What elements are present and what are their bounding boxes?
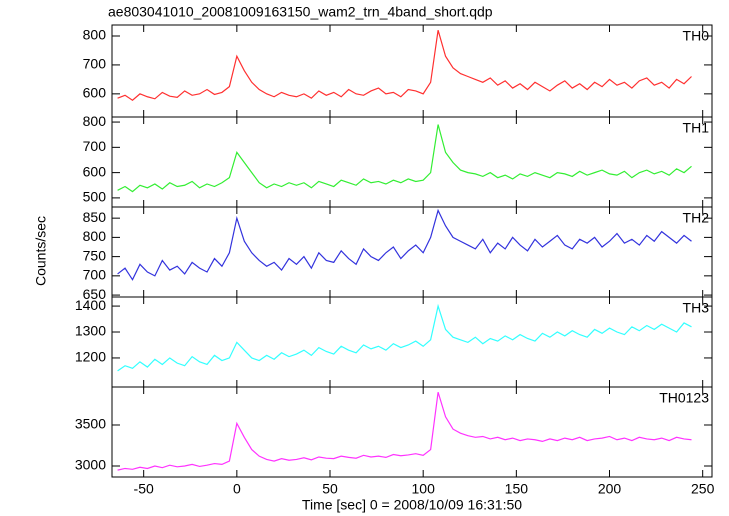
y-tick-label: 1300 <box>75 323 106 339</box>
y-tick-label: 800 <box>83 228 107 244</box>
y-tick-label: 700 <box>83 138 107 154</box>
y-tick-label: 800 <box>83 113 107 129</box>
x-tick-label: 50 <box>322 481 338 497</box>
y-tick-label: 3500 <box>75 416 106 432</box>
x-axis-label: Time [sec] 0 = 2008/10/09 16:31:50 <box>302 497 522 513</box>
panel-frame <box>111 386 713 478</box>
panel-label: TH1 <box>683 120 710 136</box>
y-tick-label: 600 <box>83 85 107 101</box>
light-curve <box>117 303 692 372</box>
y-tick-label: 1400 <box>75 297 106 313</box>
x-tick-label: 100 <box>412 481 436 497</box>
light-curve <box>117 30 692 101</box>
y-tick-label: 850 <box>83 209 107 225</box>
y-tick-label: 500 <box>83 189 107 205</box>
y-axis-label: Counts/sec <box>33 216 49 286</box>
panel-label: TH3 <box>683 300 710 316</box>
light-curve <box>117 208 692 281</box>
light-curve <box>117 391 692 471</box>
y-tick-label: 800 <box>83 27 107 43</box>
chart-title: ae803041010_20081009163150_wam2_trn_4ban… <box>108 4 493 20</box>
panel-label: TH0123 <box>659 390 709 406</box>
panel-frame <box>111 296 713 388</box>
y-tick-label: 3000 <box>75 457 106 473</box>
y-tick-label: 700 <box>83 267 107 283</box>
y-tick-label: 700 <box>83 56 107 72</box>
y-tick-label: 600 <box>83 163 107 179</box>
x-tick-label: -50 <box>134 481 154 497</box>
y-tick-label: 750 <box>83 247 107 263</box>
panel-label: TH2 <box>683 210 710 226</box>
panel-frame <box>111 206 713 298</box>
x-tick-label: 200 <box>598 481 622 497</box>
x-tick-label: 150 <box>505 481 529 497</box>
y-tick-label: 650 <box>83 286 107 302</box>
y-tick-label: 1200 <box>75 349 106 365</box>
panel-frame <box>111 116 713 208</box>
x-tick-label: 250 <box>691 481 715 497</box>
x-tick-label: 0 <box>233 481 241 497</box>
light-curve <box>117 124 692 193</box>
panel-frame <box>111 24 713 118</box>
panel-label: TH0 <box>683 28 710 44</box>
